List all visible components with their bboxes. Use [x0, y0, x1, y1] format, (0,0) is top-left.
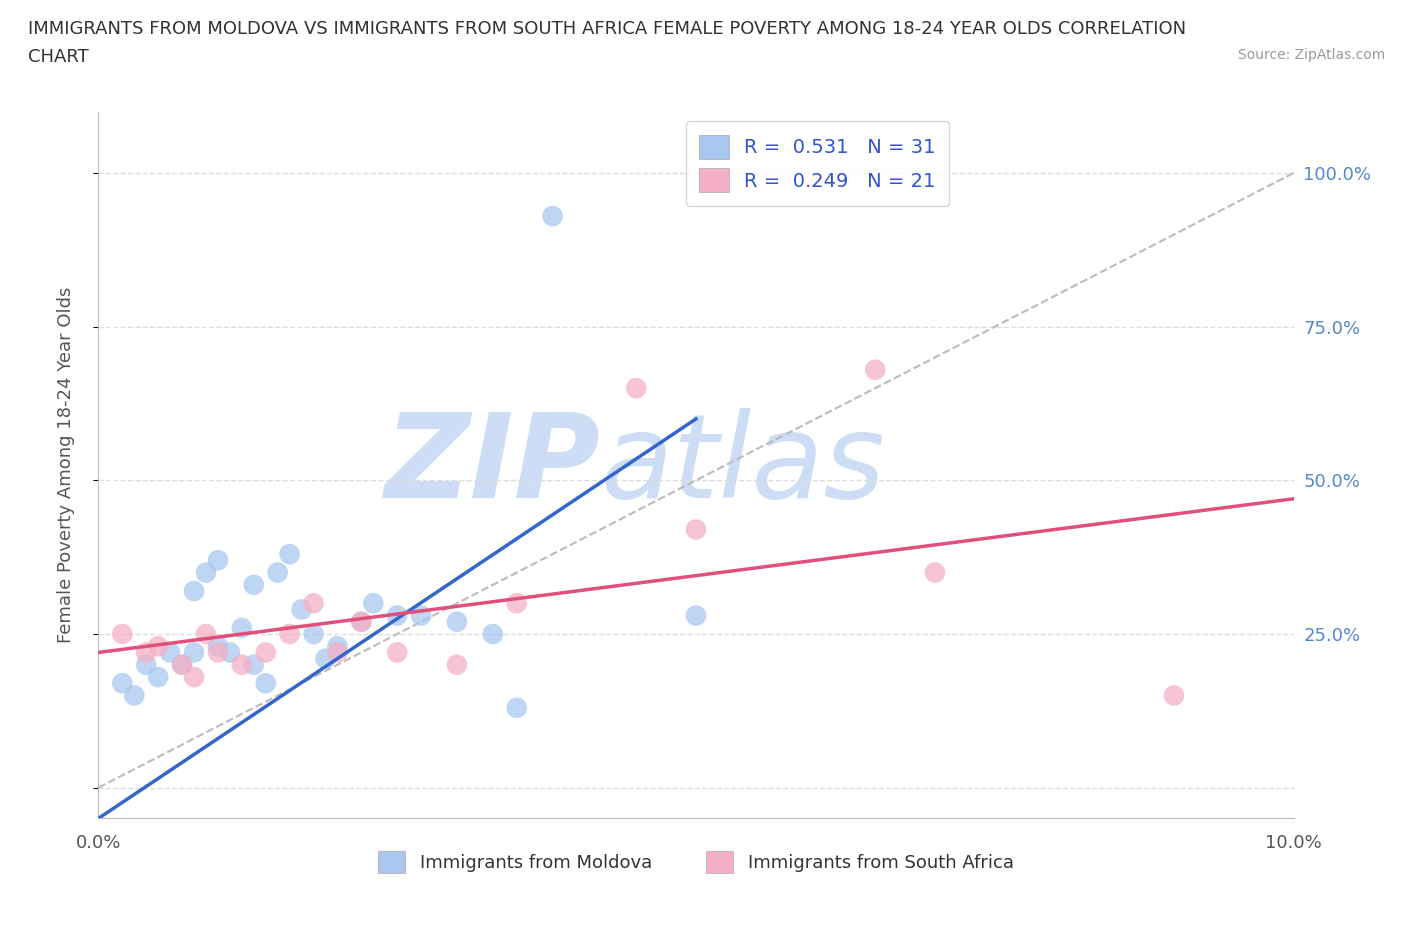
Text: ZIP: ZIP	[384, 407, 600, 523]
Point	[350, 615, 373, 630]
Point	[195, 565, 218, 580]
Point	[111, 676, 134, 691]
Point	[363, 596, 385, 611]
Point	[1163, 688, 1185, 703]
Point	[195, 627, 218, 642]
Point	[254, 645, 277, 660]
Point	[385, 608, 409, 623]
Point	[111, 627, 134, 642]
Point	[267, 565, 290, 580]
Point	[148, 670, 170, 684]
Point	[302, 627, 325, 642]
Legend: Immigrants from Moldova, Immigrants from South Africa: Immigrants from Moldova, Immigrants from…	[371, 844, 1021, 880]
Point	[254, 676, 277, 691]
Point	[482, 627, 505, 642]
Point	[924, 565, 946, 580]
Point	[506, 596, 529, 611]
Point	[172, 658, 194, 672]
Point	[685, 608, 707, 623]
Text: IMMIGRANTS FROM MOLDOVA VS IMMIGRANTS FROM SOUTH AFRICA FEMALE POVERTY AMONG 18-: IMMIGRANTS FROM MOLDOVA VS IMMIGRANTS FR…	[28, 20, 1187, 38]
Point	[385, 645, 409, 660]
Point	[446, 658, 468, 672]
Text: atlas: atlas	[600, 408, 886, 522]
Point	[172, 658, 194, 672]
Point	[278, 627, 301, 642]
Point	[231, 658, 253, 672]
Point	[291, 602, 314, 617]
Point	[315, 651, 337, 666]
Point	[685, 522, 707, 537]
Point	[446, 615, 468, 630]
Point	[183, 670, 205, 684]
Point	[219, 645, 242, 660]
Point	[183, 645, 205, 660]
Point	[135, 645, 157, 660]
Point	[411, 608, 433, 623]
Point	[135, 658, 157, 672]
Point	[626, 380, 648, 395]
Point	[159, 645, 181, 660]
Point	[302, 596, 325, 611]
Point	[278, 547, 301, 562]
Point	[183, 583, 205, 598]
Text: CHART: CHART	[28, 48, 89, 66]
Point	[326, 645, 349, 660]
Point	[148, 639, 170, 654]
Point	[506, 700, 529, 715]
Point	[231, 620, 253, 635]
Y-axis label: Female Poverty Among 18-24 Year Olds: Female Poverty Among 18-24 Year Olds	[56, 286, 75, 644]
Point	[350, 615, 373, 630]
Point	[865, 363, 887, 378]
Point	[207, 645, 229, 660]
Text: Source: ZipAtlas.com: Source: ZipAtlas.com	[1237, 48, 1385, 62]
Point	[243, 578, 266, 592]
Point	[243, 658, 266, 672]
Point	[326, 639, 349, 654]
Point	[541, 208, 564, 223]
Point	[207, 552, 229, 567]
Point	[124, 688, 146, 703]
Point	[207, 639, 229, 654]
